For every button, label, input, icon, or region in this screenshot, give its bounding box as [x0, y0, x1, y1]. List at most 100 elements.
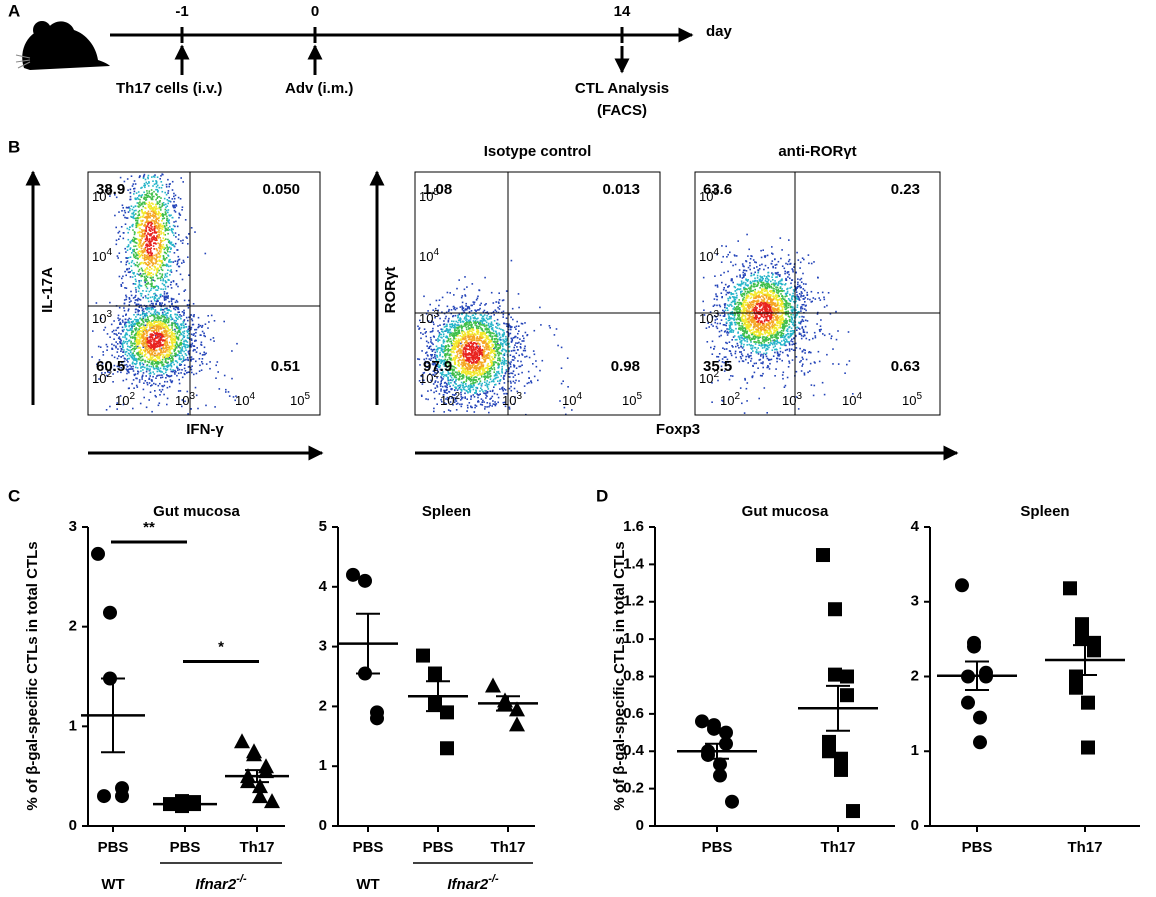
event-dot — [151, 410, 153, 413]
event-dot — [508, 325, 511, 327]
event-dot — [159, 242, 161, 245]
event-dot — [466, 410, 468, 412]
event-dot — [167, 269, 169, 271]
event-dot — [155, 326, 158, 328]
event-dot — [130, 340, 132, 343]
event-dot — [135, 255, 137, 258]
event-dot — [165, 264, 168, 267]
event-dot — [123, 349, 125, 351]
event-dot — [450, 354, 453, 357]
event-dot — [143, 349, 145, 352]
event-dot — [473, 301, 476, 304]
event-dot — [494, 352, 496, 355]
event-dot — [440, 377, 443, 379]
event-dot — [165, 307, 167, 310]
event-dot — [443, 323, 446, 325]
event-dot — [193, 333, 195, 335]
event-dot — [171, 216, 174, 219]
event-dot — [137, 309, 139, 311]
event-dot — [158, 316, 161, 318]
event-dot — [131, 342, 134, 345]
event-dot — [136, 334, 139, 336]
event-dot — [139, 274, 141, 276]
event-dot — [130, 336, 132, 339]
event-dot — [186, 336, 189, 339]
event-dot — [476, 318, 478, 320]
event-dot — [465, 379, 468, 381]
event-dot — [170, 271, 173, 273]
event-dot — [424, 360, 427, 363]
event-dot — [434, 380, 437, 382]
event-dot — [474, 381, 477, 384]
event-dot — [112, 329, 115, 332]
event-dot — [444, 385, 446, 387]
event-dot — [441, 348, 444, 351]
event-dot — [129, 364, 131, 367]
event-dot — [164, 288, 167, 290]
event-dot — [502, 299, 505, 301]
event-dot — [479, 322, 482, 324]
event-dot — [171, 325, 173, 327]
event-dot — [470, 328, 473, 330]
event-dot — [186, 237, 188, 239]
event-dot — [152, 238, 155, 240]
event-dot — [136, 303, 138, 306]
event-dot — [449, 410, 452, 412]
event-dot — [146, 348, 149, 351]
event-dot — [513, 387, 516, 390]
event-dot — [474, 324, 476, 326]
event-dot — [143, 312, 145, 315]
event-dot — [157, 217, 159, 220]
event-dot — [150, 385, 152, 387]
event-dot — [117, 232, 120, 234]
event-dot — [508, 361, 510, 364]
event-dot — [154, 231, 156, 234]
event-dot — [463, 331, 466, 333]
event-dot — [150, 322, 152, 325]
event-dot — [454, 348, 457, 350]
event-dot — [489, 367, 492, 370]
event-dot — [478, 372, 480, 374]
event-dot — [565, 413, 567, 416]
event-dot — [175, 283, 178, 285]
event-dot — [150, 238, 153, 240]
event-dot — [481, 322, 484, 325]
event-dot — [443, 340, 446, 343]
event-dot — [159, 223, 161, 225]
quadrant-value: 60.5 — [96, 358, 125, 375]
event-dot — [455, 374, 457, 377]
event-dot — [180, 332, 182, 335]
event-dot — [165, 295, 168, 298]
event-dot — [434, 355, 436, 358]
event-dot — [436, 355, 438, 357]
event-dot — [162, 232, 165, 234]
event-dot — [455, 383, 457, 385]
event-dot — [147, 177, 149, 180]
event-dot — [133, 318, 136, 321]
event-dot — [167, 209, 170, 211]
event-dot — [479, 313, 482, 316]
event-dot — [126, 333, 129, 336]
event-dot — [446, 384, 448, 386]
event-dot — [139, 402, 142, 405]
event-dot — [134, 334, 136, 336]
event-dot — [483, 314, 486, 316]
event-dot — [146, 268, 149, 270]
event-dot — [128, 324, 131, 327]
event-dot — [160, 206, 162, 209]
event-dot — [158, 344, 161, 346]
event-dot — [145, 331, 148, 334]
event-dot — [479, 373, 482, 376]
event-dot — [149, 326, 151, 329]
event-dot — [96, 363, 98, 366]
event-dot — [149, 304, 151, 307]
event-dot — [144, 211, 146, 213]
event-dot — [118, 238, 120, 240]
event-dot — [164, 264, 166, 267]
event-dot — [448, 390, 450, 393]
event-dot — [155, 238, 157, 241]
event-dot — [141, 331, 144, 334]
event-dot — [123, 360, 126, 363]
event-dot — [169, 241, 171, 244]
event-dot — [553, 334, 556, 336]
